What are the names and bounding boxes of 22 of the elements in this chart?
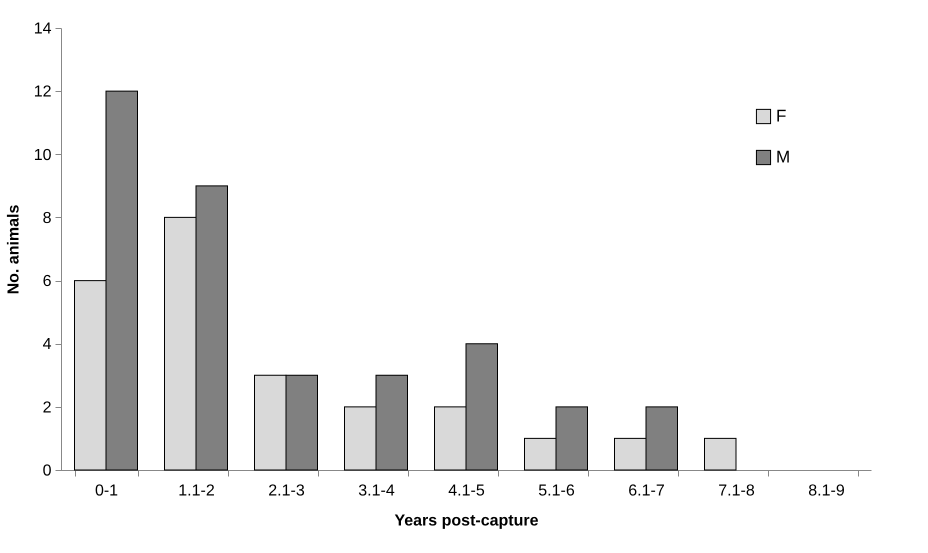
x-tick-label: 8.1-9: [808, 482, 845, 500]
legend-label: M: [776, 148, 790, 166]
bar: [704, 438, 736, 470]
y-tick-label: 10: [34, 146, 52, 164]
y-tick-label: 14: [34, 20, 52, 38]
x-tick-label: 2.1-3: [268, 482, 305, 500]
x-tick-label: 0-1: [94, 482, 118, 500]
y-tick-label: 6: [42, 273, 52, 290]
x-tick-label: 7.1-8: [718, 482, 755, 500]
y-tick-label: 4: [42, 336, 52, 354]
x-tick-label: 1.1-2: [178, 482, 215, 500]
y-tick-label: 2: [42, 399, 52, 416]
y-axis-title: No. animals: [6, 204, 23, 294]
x-tick-label: 4.1-5: [448, 482, 485, 500]
legend-label: F: [776, 106, 786, 126]
x-axis-title: Years post-capture: [394, 512, 539, 530]
y-tick-label: 0: [42, 462, 52, 480]
x-tick-label: 5.1-6: [538, 482, 575, 500]
x-tick-label: 3.1-4: [358, 482, 395, 500]
y-tick-label: 12: [34, 84, 52, 101]
y-tick-label: 8: [42, 210, 52, 227]
x-tick-label: 6.1-7: [628, 482, 665, 500]
